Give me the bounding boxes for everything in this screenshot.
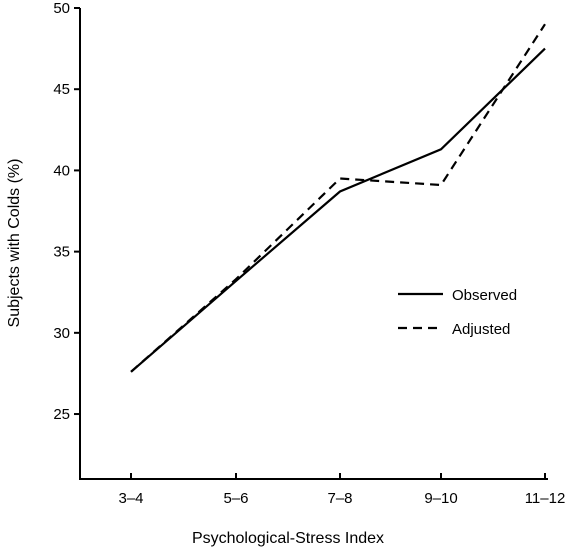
x-axis-title: Psychological-Stress Index [192, 530, 384, 547]
y-tick-label: 50 [53, 0, 70, 17]
x-tick-label: 5–6 [223, 490, 248, 507]
legend-label-adjusted: Adjusted [452, 321, 510, 338]
x-tick-label: 11–12 [525, 490, 566, 507]
x-tick-label: 9–10 [424, 490, 457, 507]
y-tick-label: 35 [53, 244, 70, 261]
series-line-adjusted [130, 23, 546, 373]
y-tick-label: 30 [53, 325, 70, 342]
x-tick-label: 3–4 [118, 490, 143, 507]
y-tick-label: 40 [53, 162, 70, 179]
series-lines [130, 23, 546, 373]
y-axis-title: Subjects with Colds (%) [6, 159, 23, 328]
axes [79, 8, 548, 480]
y-ticks: 25 30 35 40 45 50 [53, 0, 80, 423]
y-tick-label: 25 [53, 406, 70, 423]
x-tick-label: 7–8 [327, 490, 352, 507]
y-tick-label: 45 [53, 81, 70, 98]
legend: Observed Adjusted [398, 287, 517, 338]
legend-label-observed: Observed [452, 287, 517, 304]
x-ticks: 3–4 5–6 7–8 9–10 11–12 [118, 473, 565, 507]
